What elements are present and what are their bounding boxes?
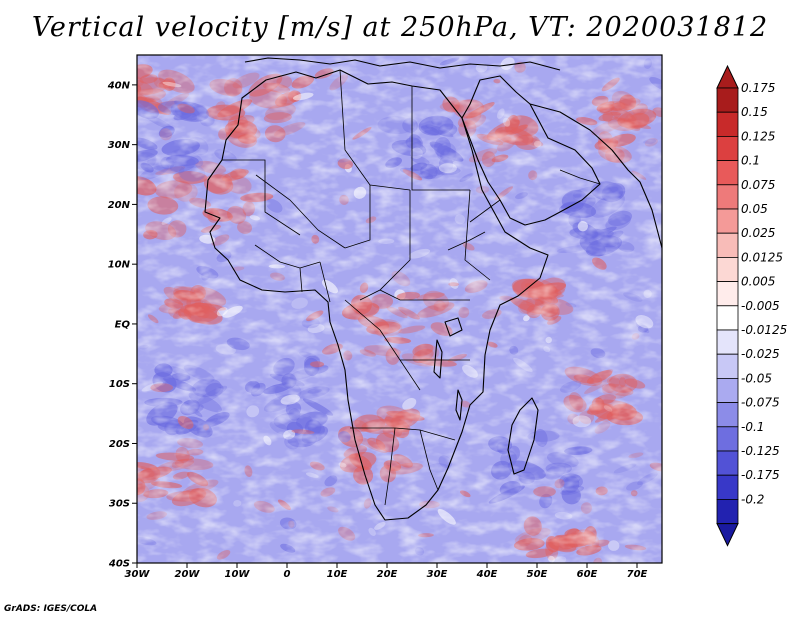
colorbar-label: -0.075	[741, 396, 780, 410]
colorbar-label: -0.0125	[741, 323, 787, 337]
lake-malawi	[455, 389, 463, 421]
lat-tick-label: 30S	[109, 499, 130, 510]
colorbar-swatch	[716, 353, 739, 379]
colorbar-swatch	[716, 498, 739, 524]
madagascar-coastline	[507, 397, 539, 475]
map-title: Vertical velocity [m/s] at 250hPa, VT: 2…	[31, 12, 769, 43]
colorbar-label: -0.025	[741, 347, 780, 361]
colorbar: 0.175 0.15 0.125 0.1 0.075 0.05 0.025 0.0125 0.0…	[716, 64, 787, 547]
colorbar-swatch	[716, 329, 739, 355]
lon-tick-label: 20W	[175, 569, 201, 580]
lat-tick-label: 40N	[107, 80, 131, 91]
colorbar-label: 0.05	[741, 202, 768, 216]
colorbar-label: 0.075	[741, 178, 775, 192]
lat-tick-label: 20S	[109, 439, 130, 450]
plot-area	[137, 55, 662, 563]
colorbar-swatch	[716, 305, 739, 331]
colorbar-label: 0.125	[741, 129, 775, 143]
colorbar-swatch	[716, 474, 739, 500]
colorbar-label: -0.05	[741, 371, 772, 385]
colorbar-label: 0.1	[741, 154, 760, 168]
lon-tick-label: 20E	[377, 569, 398, 580]
colorbar-swatch	[716, 208, 739, 234]
lat-tick-label: 40S	[108, 559, 130, 570]
lon-tick-label: 60E	[577, 569, 598, 580]
colorbar-label: 0.15	[741, 105, 768, 119]
lon-tick-label: 10W	[225, 569, 251, 580]
africa-coastline	[204, 69, 549, 521]
colorbar-swatch	[716, 450, 739, 476]
lon-tick-label: 10E	[327, 569, 348, 580]
colorbar-label: -0.1	[741, 420, 764, 434]
lat-tick-label: 20N	[108, 200, 131, 211]
colorbar-label: 0.0125	[741, 250, 783, 264]
colorbar-swatch	[716, 135, 739, 161]
colorbar-label: -0.2	[741, 492, 764, 506]
colorbar-label: 0.025	[741, 226, 775, 240]
lon-tick-label: 50E	[527, 569, 548, 580]
colorbar-label: -0.005	[741, 299, 780, 313]
colorbar-swatch	[716, 377, 739, 403]
colorbar-label: -0.175	[741, 468, 780, 482]
colorbar-label: -0.125	[741, 444, 780, 458]
colorbar-swatch	[716, 256, 739, 282]
latitude-axis: 40N 30N 20N 10N EQ 10S 20S 30S 40S	[107, 80, 137, 570]
lake-tanganyika	[433, 339, 443, 379]
lon-tick-label: 70E	[627, 569, 648, 580]
lon-tick-label: 0	[284, 569, 291, 580]
colorbar-swatch	[716, 184, 739, 210]
colorbar-label: 0.175	[741, 81, 775, 95]
lat-tick-label: EQ	[115, 319, 131, 330]
colorbar-swatch	[716, 111, 739, 137]
lat-tick-label: 10N	[108, 260, 131, 271]
lon-tick-label: 30W	[125, 569, 151, 580]
colorbar-swatch	[716, 87, 739, 113]
plot-frame	[136, 54, 663, 564]
lat-tick-label: 30N	[108, 140, 131, 151]
colorbar-swatch	[716, 426, 739, 452]
colorbar-top-cap	[716, 64, 739, 89]
colorbar-bottom-cap	[716, 523, 739, 547]
lon-tick-label: 40E	[476, 569, 498, 580]
country-borders	[222, 69, 601, 506]
europe-coastline	[244, 57, 561, 71]
lake-victoria	[444, 317, 463, 337]
colorbar-label: 0.005	[741, 275, 775, 289]
lat-tick-label: 10S	[109, 379, 130, 390]
field-texture	[137, 55, 662, 563]
colorbar-swatch	[716, 232, 739, 258]
asia-coastline	[529, 103, 662, 249]
colorbar-swatch	[716, 281, 739, 307]
longitude-axis: 30W 20W 10W 0 10E 20E 30E 40E 50E 60E 70E	[125, 563, 648, 580]
credit-text: GrADS: IGES/COLA	[4, 604, 98, 614]
colorbar-swatch	[716, 402, 739, 428]
lon-tick-label: 30E	[427, 569, 448, 580]
colorbar-swatch	[716, 160, 739, 186]
